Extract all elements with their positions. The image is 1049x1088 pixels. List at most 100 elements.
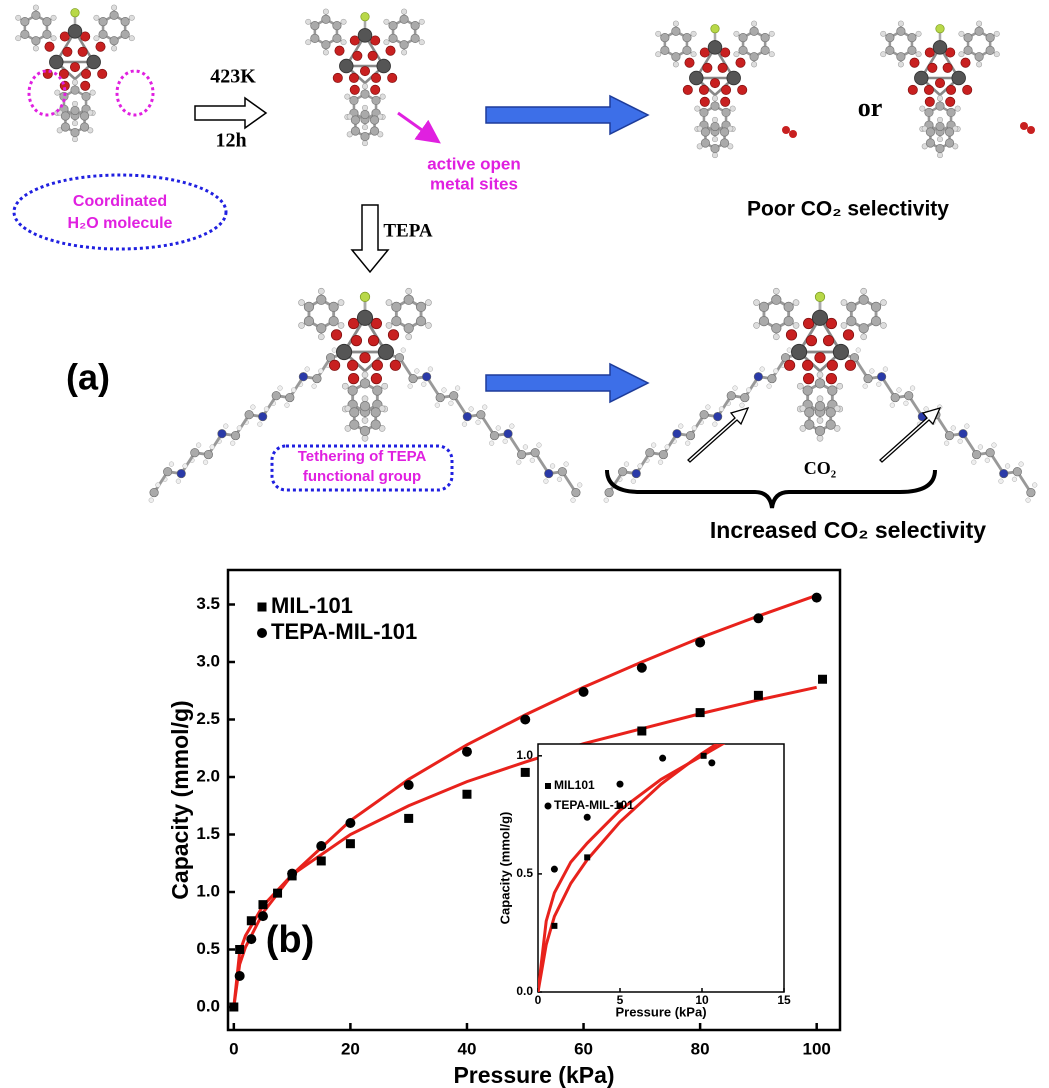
atom: [362, 372, 368, 378]
atom: [711, 122, 720, 130]
atom: [699, 85, 708, 94]
atom: [191, 448, 200, 457]
atom: [812, 310, 827, 325]
atom: [986, 448, 995, 457]
atom: [823, 335, 833, 345]
atom: [71, 86, 80, 95]
atom: [55, 90, 60, 95]
atom: [564, 462, 569, 467]
atom: [815, 401, 825, 411]
atom: [348, 386, 358, 396]
atom: [361, 132, 370, 141]
atom: [760, 367, 765, 372]
atom: [63, 47, 72, 56]
atom: [45, 42, 54, 51]
atom: [672, 27, 681, 36]
atom: [33, 5, 38, 10]
marker: [521, 768, 530, 777]
result-label: Increased CO₂ selectivity: [710, 517, 986, 543]
atom: [734, 51, 739, 56]
marker: [258, 911, 268, 921]
atom: [951, 426, 956, 431]
atom: [719, 407, 724, 412]
atom: [435, 403, 440, 408]
molecule: [16, 5, 135, 142]
atom: [833, 344, 848, 359]
atom: [245, 410, 254, 419]
atom: [859, 295, 869, 305]
atom: [936, 102, 945, 111]
atom: [994, 31, 999, 36]
atom: [400, 15, 409, 24]
atom: [68, 25, 82, 39]
atom: [952, 71, 966, 85]
atom: [769, 31, 774, 36]
atom: [708, 41, 722, 55]
y-tick-label: 0.0: [516, 984, 533, 998]
atom: [370, 127, 379, 136]
atom: [411, 21, 420, 30]
atom: [386, 46, 395, 55]
atom: [975, 27, 984, 36]
marker: [246, 934, 256, 944]
label-outline: [14, 175, 226, 249]
atom: [368, 335, 378, 345]
marker: [316, 841, 326, 851]
atom: [847, 316, 857, 326]
atom: [898, 62, 903, 67]
atom: [986, 46, 995, 55]
atom: [695, 106, 700, 111]
atom: [419, 19, 424, 24]
atom: [111, 46, 116, 51]
x-tick-label: 60: [574, 1039, 593, 1058]
atom: [400, 41, 409, 50]
atom: [881, 51, 886, 56]
atom: [722, 108, 731, 117]
brace: [607, 470, 935, 508]
atom: [797, 383, 803, 389]
atom: [897, 53, 906, 62]
atom: [685, 58, 694, 67]
atom: [861, 288, 867, 294]
gas: CO₂: [804, 458, 836, 478]
atom: [886, 33, 895, 42]
atom: [869, 369, 874, 374]
atom: [362, 435, 368, 441]
atom: [32, 37, 40, 46]
y-tick-label: 2.0: [196, 766, 220, 785]
atom: [351, 116, 360, 125]
atom: [183, 464, 188, 469]
atom: [761, 33, 770, 42]
atom: [360, 379, 370, 389]
atom: [871, 302, 881, 312]
atom: [81, 69, 90, 78]
atom: [937, 152, 942, 157]
blue-arrow: [486, 364, 648, 402]
atom: [789, 130, 797, 138]
atom: [386, 322, 392, 328]
atom: [1019, 462, 1024, 467]
atom: [632, 469, 641, 478]
atom: [843, 330, 853, 340]
atom: [805, 420, 815, 430]
atom: [750, 27, 759, 36]
atom: [351, 335, 361, 345]
atom: [368, 51, 377, 60]
marker: [701, 753, 707, 759]
atom: [1032, 483, 1037, 488]
atom: [904, 391, 913, 400]
atom: [841, 322, 847, 328]
atom: [936, 144, 945, 153]
atom: [721, 97, 730, 106]
atom: [773, 288, 779, 294]
marker: [818, 675, 827, 684]
marker: [551, 923, 557, 929]
atom: [720, 128, 729, 137]
atom: [357, 310, 372, 325]
atom: [712, 422, 717, 427]
legend-label: MIL-101: [271, 593, 353, 618]
y-axis-title: Capacity (mmol/g): [167, 700, 193, 899]
highlight: [117, 71, 153, 115]
atom: [817, 372, 823, 378]
atom: [318, 288, 324, 294]
